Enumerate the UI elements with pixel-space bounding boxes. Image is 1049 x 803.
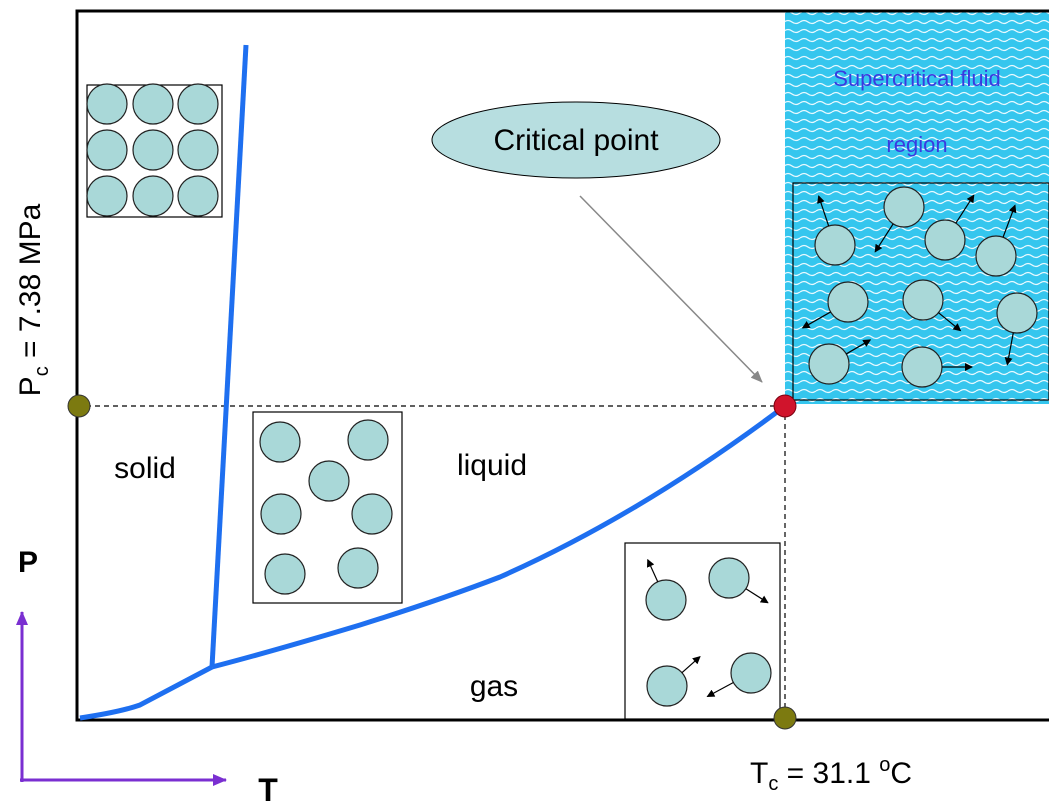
molecule xyxy=(352,494,392,534)
molecule xyxy=(338,548,378,588)
supercritical-label: region xyxy=(886,132,947,157)
gas-label: gas xyxy=(470,670,518,703)
superscript: o xyxy=(879,754,890,776)
pressure-axis-label: P xyxy=(18,546,38,579)
subscript: c xyxy=(768,773,778,795)
molecule xyxy=(976,236,1016,276)
phase-diagram: Supercritical fluid region Critical poin… xyxy=(0,0,1049,803)
callout-arrow xyxy=(580,196,762,382)
molecule xyxy=(815,225,855,265)
molecule xyxy=(87,130,127,170)
molecule xyxy=(731,653,771,693)
molecule xyxy=(133,130,173,170)
molecule xyxy=(902,347,942,387)
symbol: P xyxy=(14,376,47,396)
molecule xyxy=(925,220,965,260)
molecule xyxy=(87,84,127,124)
sublimation-curve xyxy=(80,667,212,718)
molecule xyxy=(178,130,218,170)
symbol: T xyxy=(750,757,768,790)
critical-temperature-label: Tc = 31.1 oC xyxy=(750,754,912,795)
critical-pressure-label: Pc = 7.38 MPa xyxy=(14,203,53,396)
text: = 7.38 MPa xyxy=(14,203,47,366)
molecule xyxy=(133,84,173,124)
tc-marker xyxy=(774,707,796,729)
molecule xyxy=(997,293,1037,333)
critical-point-label: Critical point xyxy=(493,124,659,157)
unit: C xyxy=(890,757,912,790)
molecule xyxy=(647,666,687,706)
molecule xyxy=(261,494,301,534)
molecule xyxy=(133,176,173,216)
molecule xyxy=(348,420,388,460)
molecule xyxy=(809,344,849,384)
molecule xyxy=(178,84,218,124)
subscript: c xyxy=(31,366,53,376)
molecule xyxy=(828,282,868,322)
molecule xyxy=(903,280,943,320)
molecule xyxy=(265,554,305,594)
molecule xyxy=(309,461,349,501)
molecule xyxy=(709,558,749,598)
molecule xyxy=(87,176,127,216)
supercritical-label: Supercritical fluid xyxy=(833,66,1001,91)
molecule xyxy=(884,187,924,227)
solid-label: solid xyxy=(114,452,176,485)
temperature-axis-label: T xyxy=(258,772,278,803)
molecule xyxy=(260,422,300,462)
molecule xyxy=(646,580,686,620)
molecule xyxy=(178,176,218,216)
critical-point xyxy=(774,395,796,417)
pc-marker xyxy=(68,395,90,417)
liquid-label: liquid xyxy=(457,449,527,482)
text: = 31.1 xyxy=(778,757,879,790)
